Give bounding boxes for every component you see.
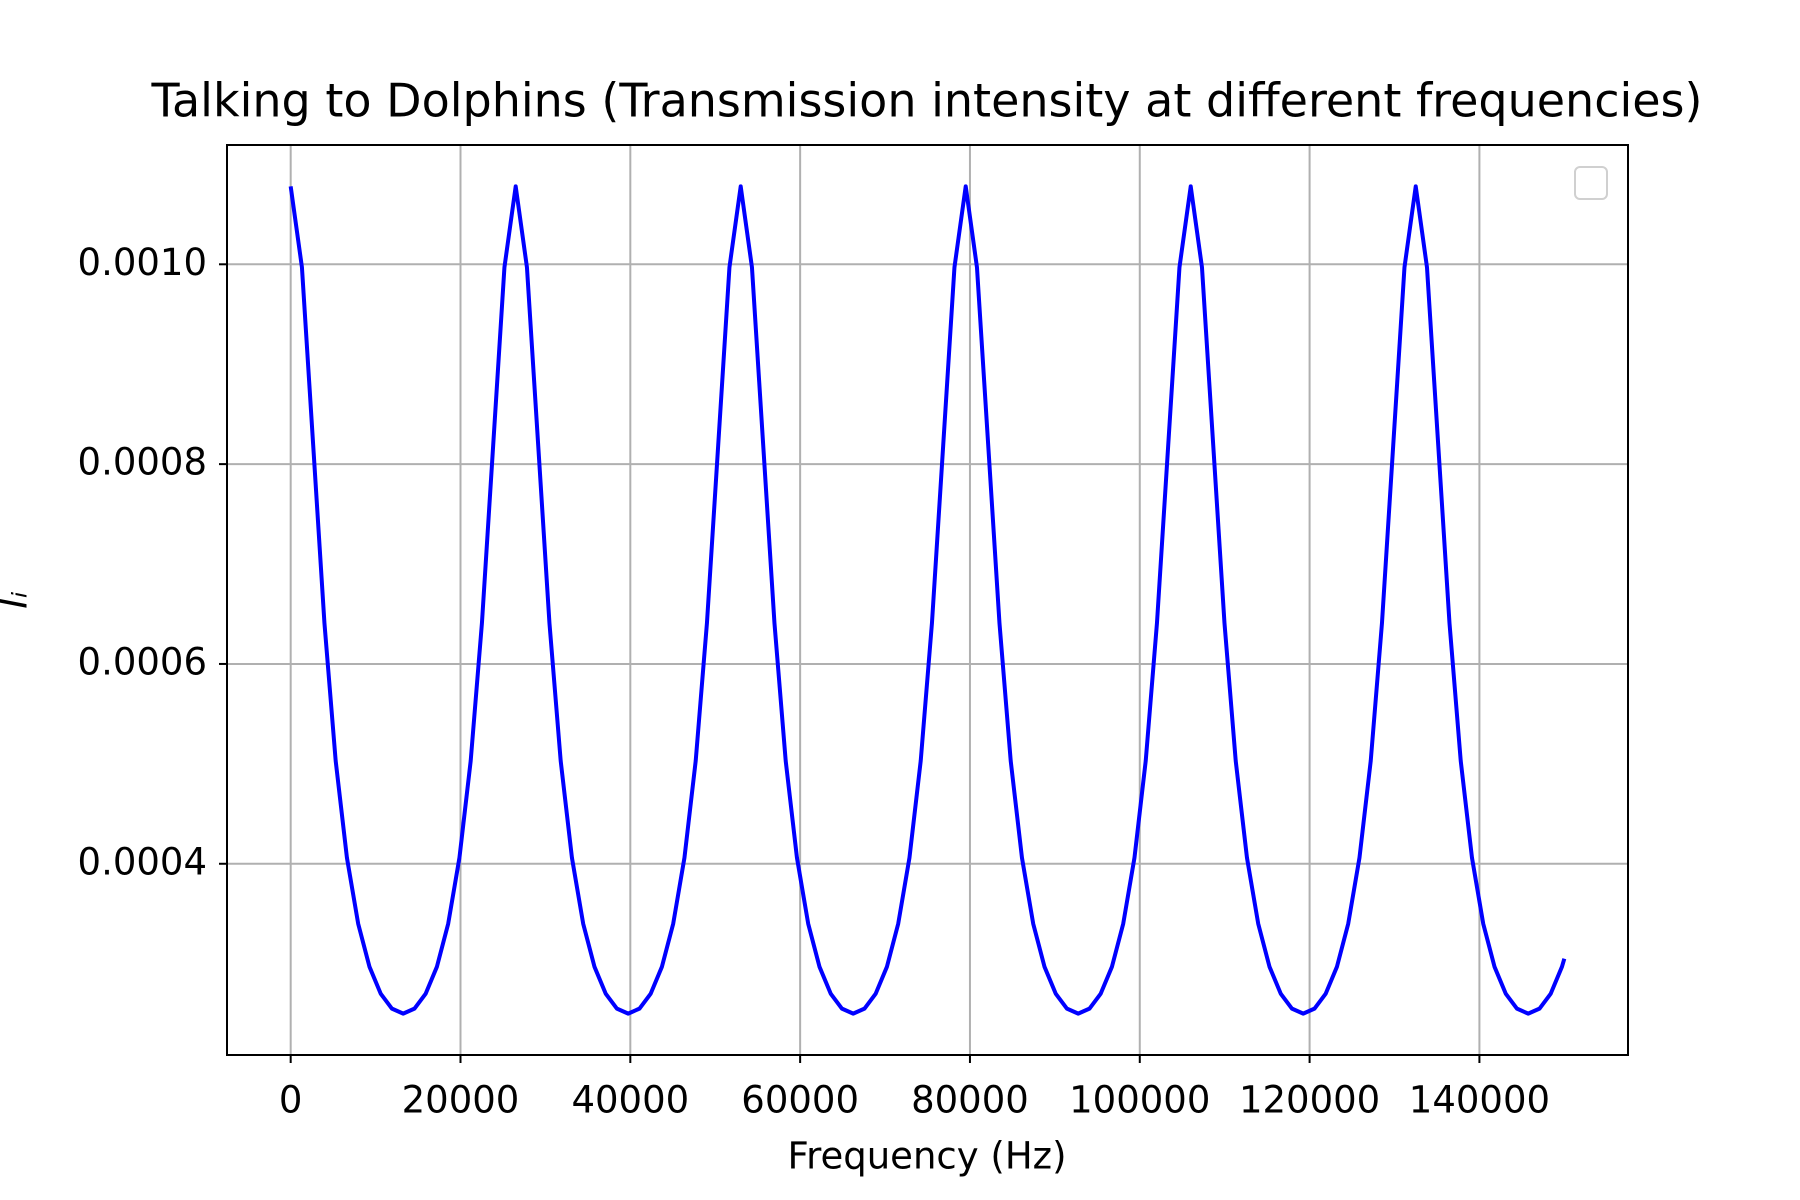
x-tick-label: 20000 [402, 1079, 520, 1122]
plot [288, 184, 1567, 1016]
x-tick-label: 120000 [1239, 1079, 1380, 1122]
x-tick-label: 0 [279, 1079, 303, 1122]
y-tick-label: 0.0008 [78, 441, 207, 484]
y-axis-label: Iᵢ [0, 591, 36, 609]
data-line [288, 184, 1567, 1016]
grid [227, 145, 1628, 1055]
chart-title: Talking to Dolphins (Transmission intens… [151, 74, 1703, 128]
y-tick-label: 0.0006 [78, 640, 207, 683]
x-tick-label: 80000 [911, 1079, 1029, 1122]
y-tick-label: 0.0004 [78, 840, 207, 883]
x-tick-label: 40000 [571, 1079, 689, 1122]
x-tick-label: 100000 [1069, 1079, 1210, 1122]
legend-box [1574, 166, 1608, 200]
x-axis-label: Frequency (Hz) [787, 1135, 1066, 1178]
x-tick-label: 140000 [1409, 1079, 1550, 1122]
y-tick-label: 0.0010 [78, 241, 207, 284]
x-tick-label: 60000 [741, 1079, 859, 1122]
axes-frame [226, 144, 1629, 1056]
